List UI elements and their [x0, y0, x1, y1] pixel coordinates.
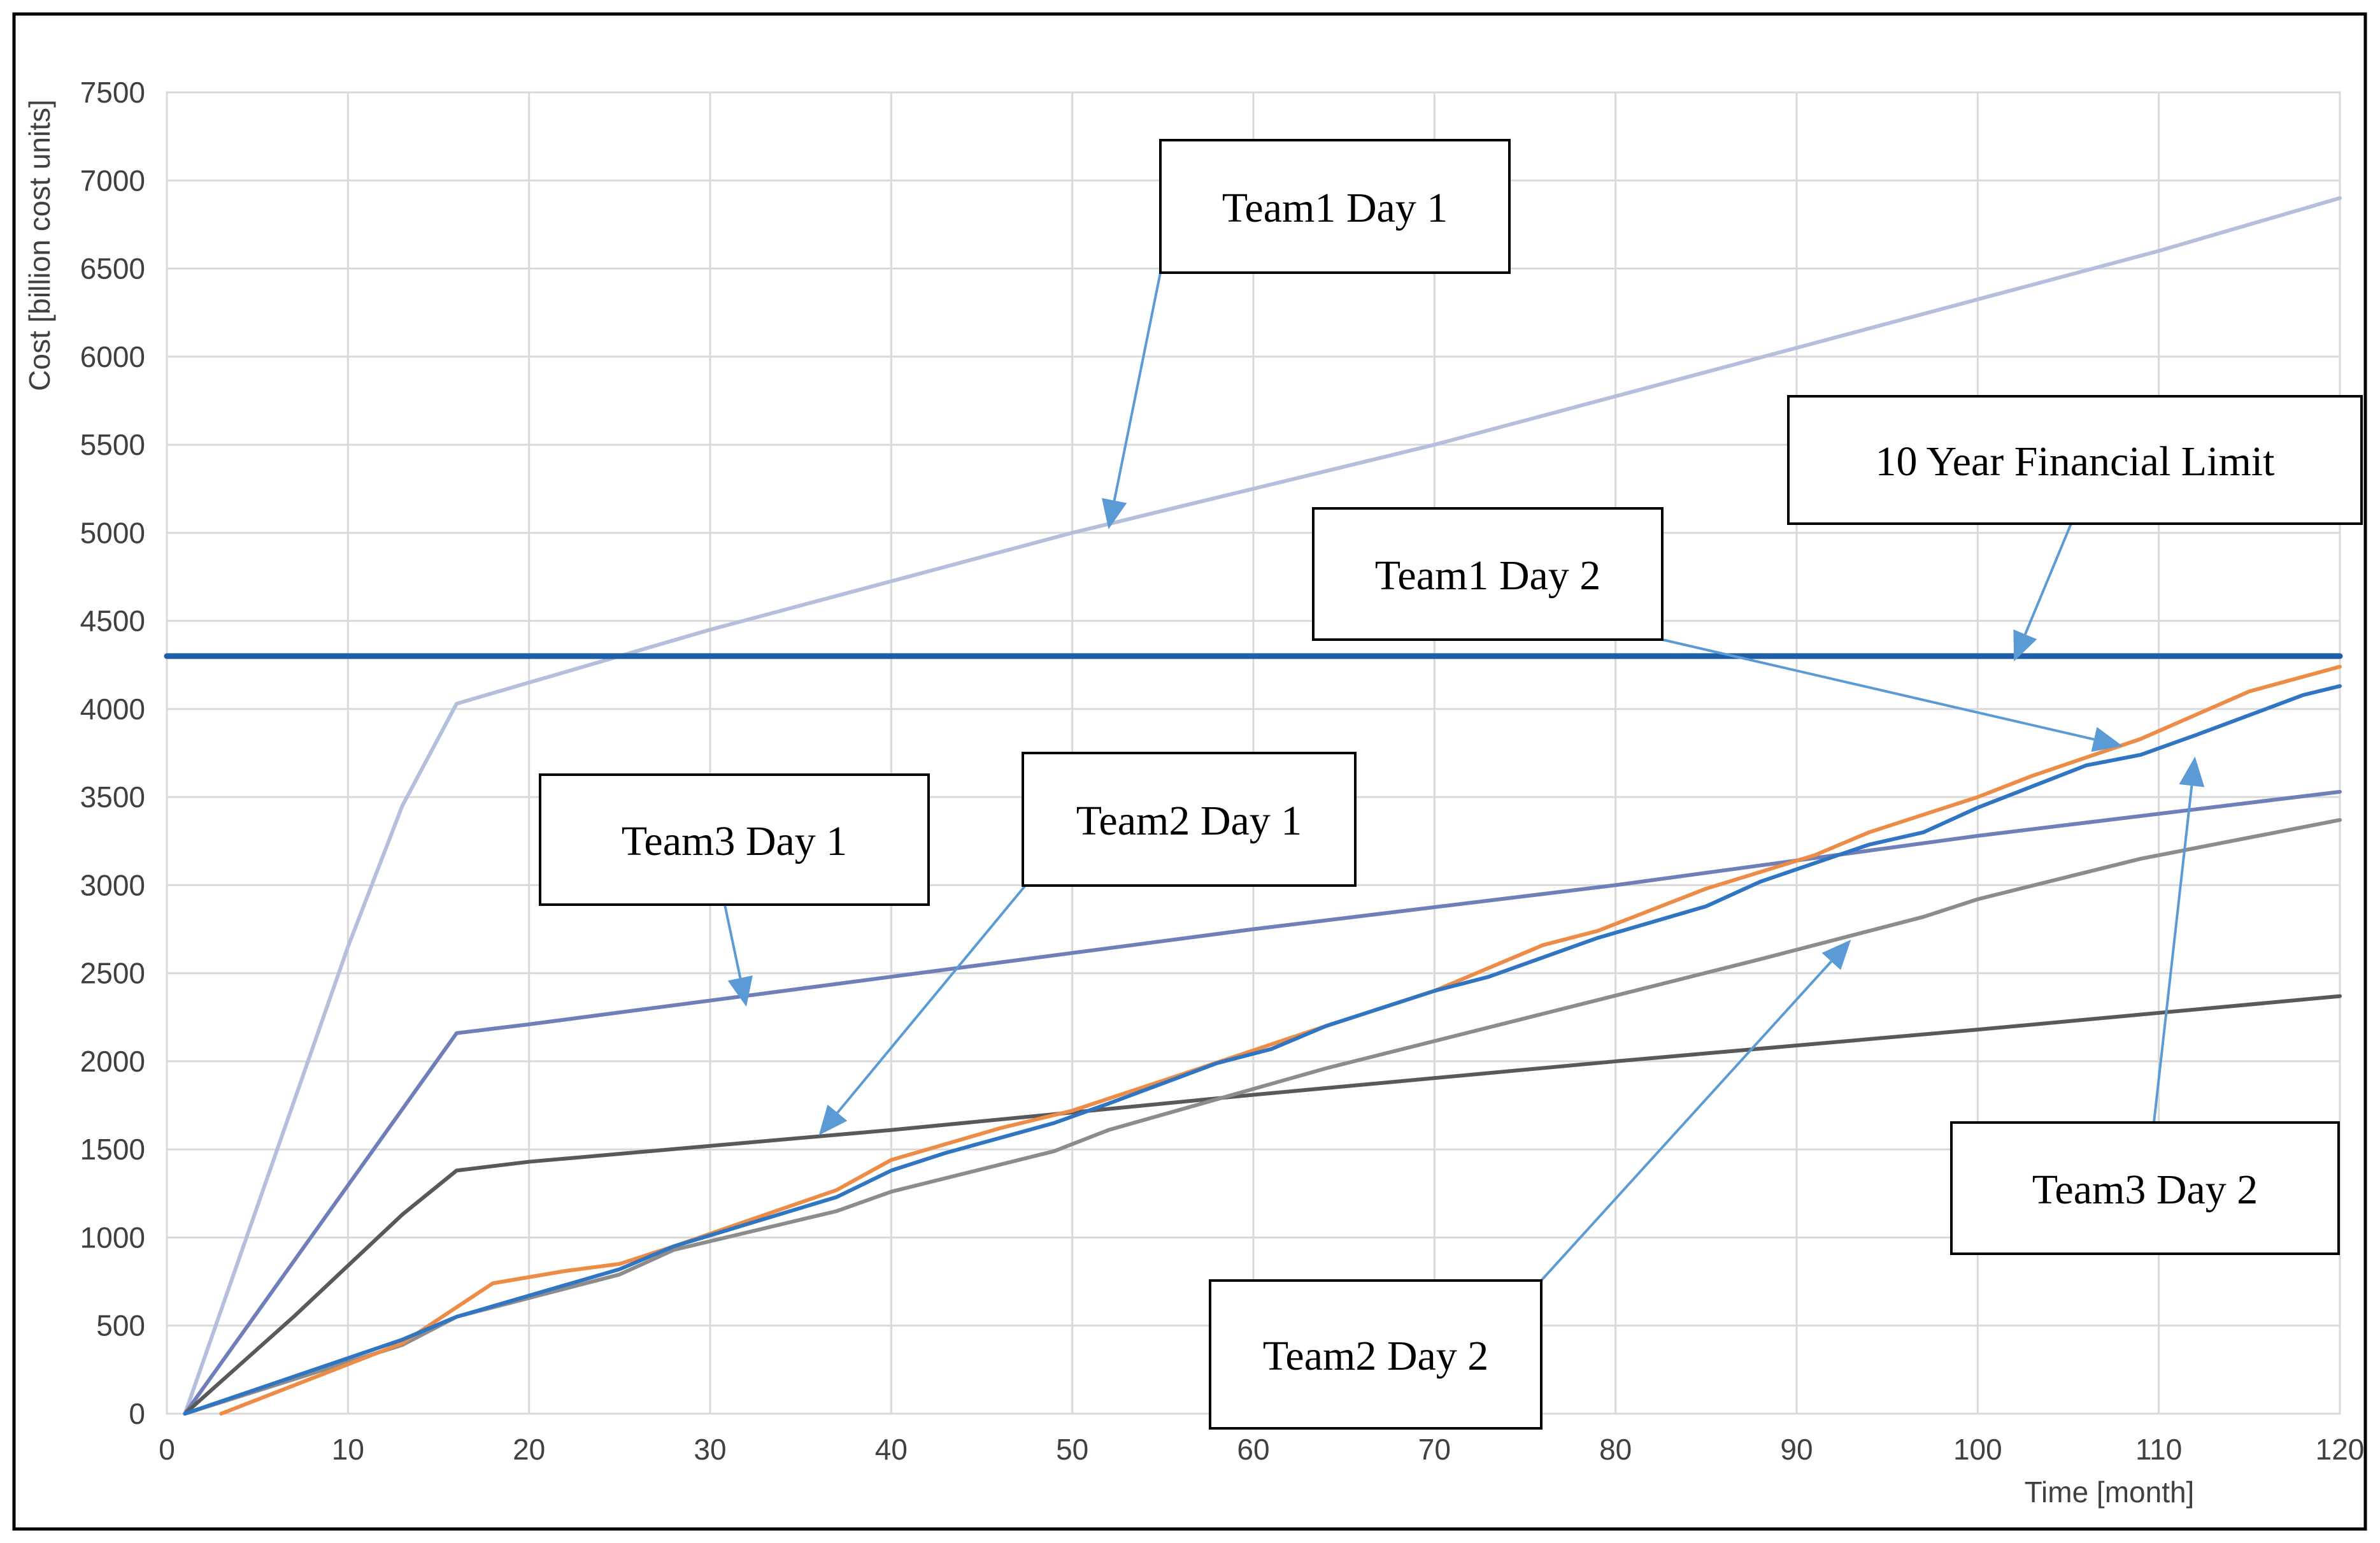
- callout-arrow-head: [2179, 756, 2205, 787]
- callout-arrow-shaft: [723, 904, 742, 979]
- y-tick-label: 4500: [80, 605, 145, 638]
- callout-label: Team3 Day 2: [2032, 1166, 2258, 1213]
- callout-box: [1787, 395, 2363, 525]
- y-tick-label: 3000: [80, 868, 145, 901]
- callout-arrow-head: [727, 975, 753, 1007]
- y-axis-title: Cost [billion cost units]: [23, 99, 56, 391]
- series-lines: [164, 196, 2343, 1416]
- callout-label: 10 Year Financial Limit: [1876, 438, 2275, 485]
- callout-arrow-shaft: [2153, 786, 2193, 1123]
- series-line: [183, 196, 2342, 1416]
- series-line: [183, 684, 2342, 1416]
- y-tick-label: 0: [129, 1397, 145, 1430]
- callouts: Team1 Day 1 10 Year Financial Limit Team1 …: [539, 139, 2363, 1430]
- x-tick-label: 40: [875, 1433, 908, 1466]
- y-tick-label: 7500: [80, 76, 145, 109]
- tick-labels: 0 10 20 30 40 50 60 70 80 90 100 110 120 0 500 1000 1500…: [80, 76, 2365, 1466]
- y-tick-label: 5000: [80, 516, 145, 549]
- callout-arrow-head: [2013, 629, 2037, 662]
- callout-box: [1312, 507, 1664, 641]
- callout-arrow-shaft: [2023, 523, 2072, 635]
- callout-arrow-shaft: [836, 884, 1027, 1114]
- series-line: [183, 789, 2342, 1416]
- callout-label: Team2 Day 2: [1263, 1333, 1489, 1379]
- y-tick-label: 6000: [80, 340, 145, 373]
- callout-arrow-shaft: [1113, 272, 1162, 501]
- callout-arrow-head: [818, 1104, 848, 1136]
- callout-label: Team1 Day 1: [1222, 185, 1448, 231]
- callout-box: [1950, 1121, 2340, 1255]
- y-tick-label: 4000: [80, 693, 145, 726]
- x-tick-label: 50: [1056, 1433, 1088, 1466]
- x-tick-label: 0: [159, 1433, 175, 1466]
- callout-box: [1159, 139, 1511, 274]
- y-tick-label: 1500: [80, 1133, 145, 1166]
- x-tick-label: 20: [513, 1433, 545, 1466]
- x-tick-label: 80: [1599, 1433, 1632, 1466]
- callout-label: Team2 Day 1: [1076, 798, 1302, 844]
- series-line: [183, 818, 2342, 1416]
- callout-arrow-head: [1102, 498, 1127, 529]
- y-tick-label: 2000: [80, 1045, 145, 1078]
- x-tick-label: 90: [1780, 1433, 1813, 1466]
- y-tick-label: 6500: [80, 252, 145, 285]
- x-tick-label: 30: [694, 1433, 726, 1466]
- callout-arrow-head: [1821, 940, 1851, 970]
- y-tick-label: 500: [96, 1309, 145, 1342]
- y-tick-label: 7000: [80, 164, 145, 197]
- callout-arrow-shaft: [1540, 960, 1832, 1282]
- series-line: [183, 994, 2342, 1416]
- callout-arrow-head: [2091, 727, 2123, 752]
- callout-label: Team3 Day 1: [622, 818, 848, 865]
- callout-arrow-shaft: [1662, 638, 2095, 741]
- x-tick-label: 100: [1953, 1433, 2002, 1466]
- x-tick-label: 10: [332, 1433, 364, 1466]
- x-tick-label: 70: [1418, 1433, 1451, 1466]
- callout-label: Team1 Day 2: [1375, 552, 1601, 599]
- y-tick-label: 3500: [80, 780, 145, 814]
- x-tick-label: 60: [1237, 1433, 1269, 1466]
- callout-box: [1022, 752, 1357, 887]
- y-tick-label: 5500: [80, 428, 145, 461]
- callout-box: [539, 773, 930, 906]
- x-tick-label: 110: [2135, 1433, 2182, 1466]
- y-tick-label: 1000: [80, 1221, 145, 1254]
- x-axis-title: Time [month]: [2025, 1475, 2195, 1509]
- callout-box: [1209, 1279, 1543, 1430]
- x-tick-label: 120: [2316, 1433, 2365, 1466]
- y-tick-label: 2500: [80, 957, 145, 990]
